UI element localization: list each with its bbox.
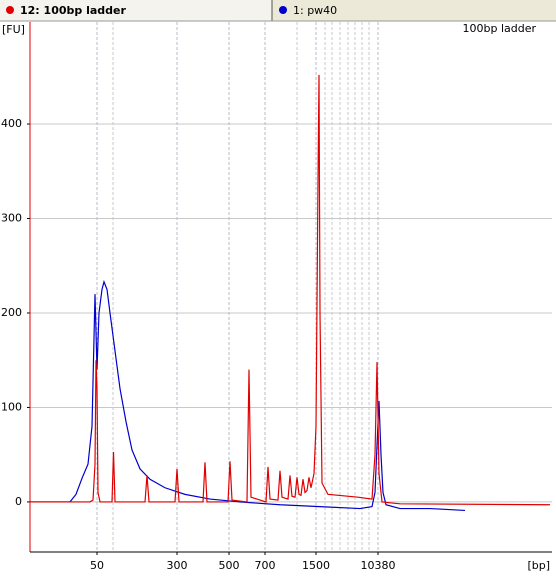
tab-active[interactable] — [0, 0, 272, 21]
x-tick-label: 1500 — [302, 559, 330, 572]
tab-label: 1: pw40 — [293, 4, 337, 17]
y-tick-label: 100 — [1, 400, 22, 413]
y-axis-label: [FU] — [2, 23, 25, 36]
tab-label: 12: 100bp ladder — [20, 4, 126, 17]
y-tick-label: 200 — [1, 306, 22, 319]
x-axis-label: [bp] — [527, 559, 550, 572]
x-tick-label: 300 — [167, 559, 188, 572]
x-tick-label: 500 — [219, 559, 240, 572]
annotation: 100bp ladder — [462, 22, 536, 35]
series-line — [30, 74, 551, 506]
x-tick-label: 50 — [90, 559, 104, 572]
tab-dot — [6, 6, 14, 14]
series-line — [30, 279, 466, 512]
y-tick-label: 0 — [15, 495, 22, 508]
tab-dot — [279, 6, 287, 14]
x-tick-label: 10380 — [361, 559, 396, 572]
x-tick-label: 700 — [255, 559, 276, 572]
y-tick-label: 300 — [1, 212, 22, 225]
y-tick-label: 400 — [1, 117, 22, 130]
